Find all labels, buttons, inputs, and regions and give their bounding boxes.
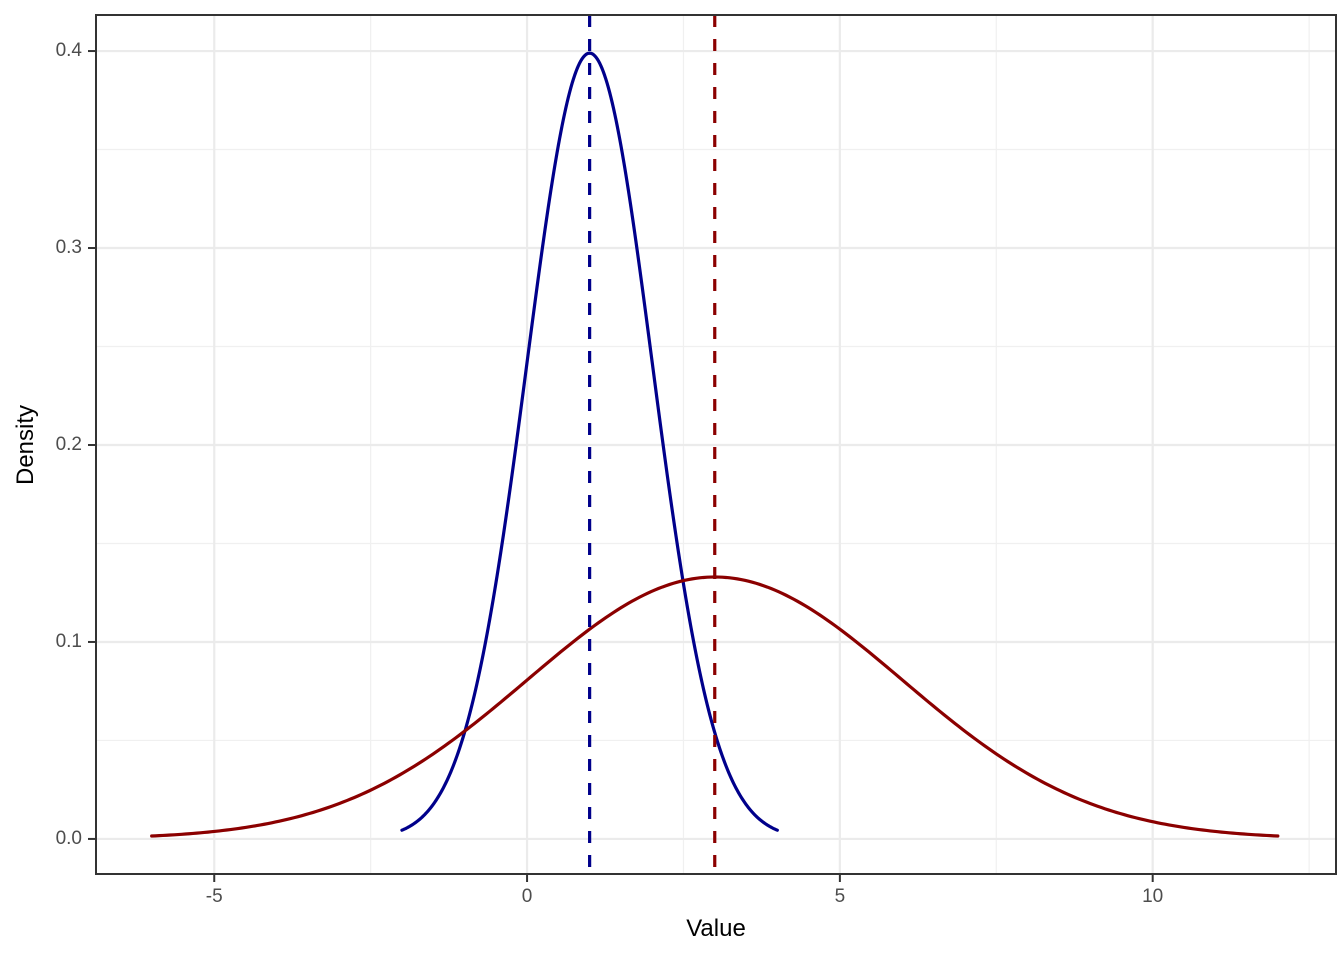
y-tick-label: 0.4 bbox=[55, 40, 82, 62]
x-tick-label: -5 bbox=[205, 886, 223, 907]
x-tick-label: 0 bbox=[521, 886, 533, 907]
x-tick-label: 5 bbox=[834, 886, 846, 907]
x-tick-label: 10 bbox=[1142, 886, 1164, 907]
panel-border bbox=[95, 14, 1337, 875]
y-tick-label: 0.2 bbox=[55, 433, 82, 455]
x-axis-title: Value bbox=[686, 915, 746, 942]
y-tick-label: 0.1 bbox=[55, 630, 82, 652]
y-tick-label: 0.0 bbox=[55, 827, 82, 849]
y-tick-label: 0.3 bbox=[55, 237, 82, 259]
